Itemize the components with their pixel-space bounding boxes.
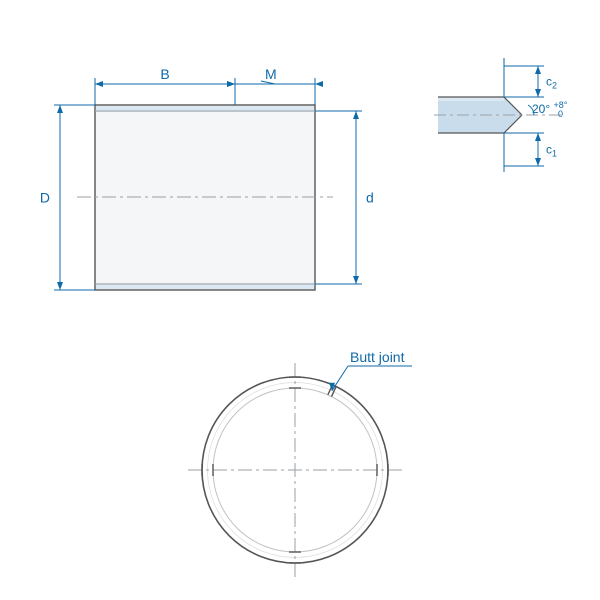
c1-label: c1 xyxy=(546,143,557,159)
butt-joint-label: Butt joint xyxy=(350,349,405,365)
svg-text:d: d xyxy=(366,190,374,206)
chamfer-detail: c2 c1 20° +8°0 xyxy=(434,58,568,172)
c2-label: c2 xyxy=(546,75,557,91)
svg-text:B: B xyxy=(160,66,169,82)
ring-view: Butt joint xyxy=(188,349,412,577)
svg-text:M: M xyxy=(265,66,277,82)
svg-text:D: D xyxy=(40,190,50,206)
front-view xyxy=(77,105,333,290)
angle-label: 20° +8°0 xyxy=(532,100,568,119)
